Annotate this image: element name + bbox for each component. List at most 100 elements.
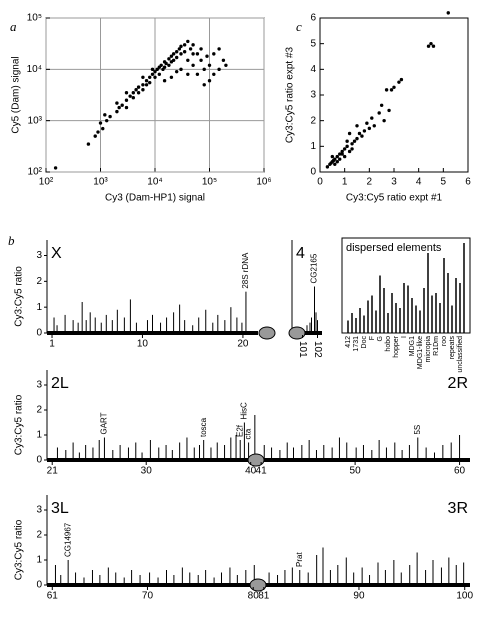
bar xyxy=(431,295,433,333)
bar xyxy=(351,313,353,333)
point xyxy=(136,91,141,95)
y-tick-label: 3 xyxy=(36,505,42,516)
category-label: unclassified xyxy=(457,336,464,373)
point xyxy=(360,134,364,138)
x-tick-label: 21 xyxy=(47,466,59,477)
chart-title: dispersed elements xyxy=(346,242,442,254)
point xyxy=(136,85,141,89)
category-label: hopper xyxy=(393,335,400,357)
centromere xyxy=(258,326,276,340)
point xyxy=(179,44,183,49)
category-label: Doc xyxy=(361,336,368,349)
category-label: micropia xyxy=(425,336,432,363)
point xyxy=(153,75,157,79)
centromere xyxy=(249,578,267,592)
y-tick-label: 0 xyxy=(36,580,42,591)
x-tick-label: 61 xyxy=(47,591,59,602)
point xyxy=(399,77,404,82)
point xyxy=(199,47,203,51)
point xyxy=(128,94,132,98)
x-tick-label: 102 xyxy=(312,341,323,358)
x-tick-label: 1 xyxy=(342,177,348,188)
y-tick-label: 1 xyxy=(36,302,42,313)
point xyxy=(162,79,167,83)
point xyxy=(86,142,91,146)
annotation: E2f xyxy=(235,424,244,437)
centromere xyxy=(247,453,265,467)
point xyxy=(342,147,347,151)
bar xyxy=(395,303,397,333)
point xyxy=(195,72,200,77)
x-tick-label: 60 xyxy=(454,466,466,477)
x-tick-label: 100 xyxy=(456,591,473,602)
x-tick-label: 10⁴ xyxy=(147,177,162,188)
point xyxy=(101,126,105,131)
point xyxy=(355,124,359,128)
point xyxy=(115,101,119,105)
x-tick-label: 10⁵ xyxy=(202,177,217,188)
bar xyxy=(379,275,381,333)
arm-label: 4 xyxy=(296,245,305,262)
bar xyxy=(443,258,445,333)
annotation: 5S xyxy=(413,425,422,435)
y-tick-label: 0 xyxy=(36,455,42,466)
point xyxy=(325,165,330,169)
x-axis-label: Cy3 (Dam-HP1) signal xyxy=(105,193,205,204)
point xyxy=(357,131,362,136)
y-tick-label: 10⁴ xyxy=(27,64,42,75)
point xyxy=(159,63,163,67)
y-tick-label: 5 xyxy=(310,38,316,49)
point xyxy=(331,158,336,163)
point xyxy=(117,105,121,110)
point xyxy=(431,44,436,48)
bar xyxy=(411,298,413,333)
x-tick-label: 3 xyxy=(391,177,397,188)
point xyxy=(212,52,216,56)
x-tick-label: 90 xyxy=(353,591,365,602)
point xyxy=(350,147,354,151)
x-tick-label: 4 xyxy=(416,177,422,188)
point xyxy=(387,108,391,113)
point xyxy=(167,63,171,67)
y-tick-label: 2 xyxy=(36,276,42,287)
point xyxy=(340,152,344,156)
point xyxy=(96,130,100,134)
point xyxy=(169,75,174,79)
point xyxy=(164,61,168,66)
bar xyxy=(367,300,369,333)
y-tick-label: 10³ xyxy=(28,115,43,126)
bar xyxy=(415,305,417,333)
bar xyxy=(427,253,429,333)
bar xyxy=(435,293,437,333)
point xyxy=(352,139,357,143)
point xyxy=(177,47,182,51)
y-tick-label: 1 xyxy=(310,141,316,152)
arm-label: 2R xyxy=(448,375,468,392)
panel-label: a xyxy=(10,19,17,34)
annotation: tosca xyxy=(199,417,208,437)
point xyxy=(188,47,193,51)
point xyxy=(333,162,337,166)
point xyxy=(124,91,129,95)
bar xyxy=(383,288,385,333)
bar xyxy=(375,310,377,333)
point xyxy=(446,11,450,15)
bar xyxy=(463,243,465,333)
point xyxy=(195,52,200,56)
x-tick-label: 70 xyxy=(142,591,154,602)
point xyxy=(345,144,349,149)
arm-label: 3L xyxy=(51,500,69,517)
point xyxy=(379,103,384,107)
point xyxy=(330,154,335,159)
point xyxy=(150,72,155,77)
point xyxy=(174,69,179,74)
point xyxy=(377,111,381,115)
point xyxy=(108,114,112,119)
x-tick-label: 5 xyxy=(441,177,447,188)
y-tick-label: 3 xyxy=(36,380,42,391)
bar xyxy=(403,283,405,333)
annotation: Prat xyxy=(295,552,304,567)
annotation: 28S rDNA xyxy=(241,252,250,289)
bar xyxy=(371,295,373,333)
point xyxy=(221,58,226,62)
